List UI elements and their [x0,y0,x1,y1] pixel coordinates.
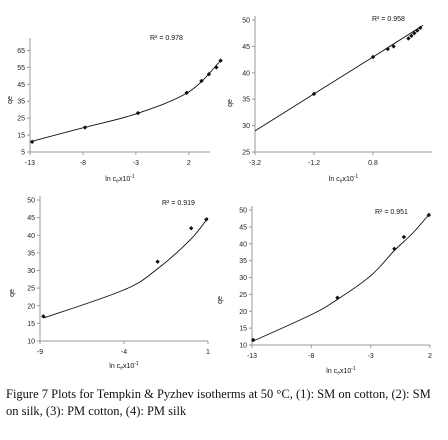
y-tick-label: 15 [239,326,247,333]
y-axis-label: qe [7,96,14,104]
x-tick-label: 2 [428,353,432,360]
data-point [189,226,194,231]
data-point [401,234,407,240]
trend-line [254,24,424,132]
y-tick-label: 35 [242,97,250,104]
data-point [370,54,376,60]
y-tick-label: 65 [17,48,25,55]
data-point [335,295,340,300]
data-point [82,125,88,130]
data-point [412,31,417,36]
y-axis-label: qe [217,296,224,304]
x-tick-label: -1.2 [308,160,320,167]
chart-panel-2: 25 30 35 40 45 50 -3.2 -1.2 0.8 R² = 0.958 qe ln ce… [227,16,432,185]
data-point [415,28,420,33]
data-point [218,58,223,63]
trend-line [43,217,209,319]
y-tick-label: 30 [239,275,247,282]
x-tick-label: -4 [121,349,127,356]
data-point [392,246,397,252]
x-tick-label: -13 [247,353,257,360]
x-axis-label: ln cex10-1 [109,361,139,372]
y-tick-label: 35 [239,258,247,265]
x-tick-label: -8 [80,160,86,167]
y-tick-label: 45 [27,215,35,222]
data-point [406,36,411,41]
data-point [311,91,317,97]
y-tick-label: 35 [27,250,35,257]
x-tick-label: -3 [133,160,139,167]
r-squared-label: R² = 0.978 [150,35,183,42]
x-tick-label: -3.2 [249,160,261,167]
chart-panel-3: 10 15 20 25 30 35 40 45 50 -9 -4 1 R² = 0.919 qe ln ce… [9,196,210,372]
y-tick-label: 25 [17,116,25,123]
data-point [214,65,219,70]
x-tick-label: 2 [187,160,191,167]
chart-panel-1: 5 15 25 35 45 55 65 -13 -8 -3 2 R² = 0.978 qe ln cex1… [7,35,223,185]
y-tick-label: 25 [239,292,247,299]
y-tick-label: 45 [242,44,250,51]
y-tick-label: 15 [17,133,25,140]
y-tick-label: 20 [27,303,35,310]
data-point [155,259,160,264]
y-tick-label: 45 [239,224,247,231]
x-axis-label: ln cex10-1 [105,174,135,185]
r-squared-label: R² = 0.958 [372,16,405,23]
chart-panel-4: 10 15 20 25 30 35 40 45 50 -13 -8 -3 2 R² = 0.951 qe ln… [217,206,432,377]
y-tick-label: 10 [27,339,35,346]
y-tick-label: 55 [17,65,25,72]
data-point [391,44,396,49]
data-point [204,217,209,222]
data-point [199,78,204,84]
trend-line [251,213,431,343]
r-squared-label: R² = 0.951 [375,209,408,216]
data-point [184,90,189,95]
y-tick-label: 40 [27,233,35,240]
y-tick-label: 30 [27,268,35,275]
x-tick-label: 0.8 [368,160,378,167]
data-point [135,110,141,116]
data-point [385,46,390,52]
y-tick-label: 30 [242,123,250,130]
y-tick-label: 40 [239,241,247,248]
x-tick-label: -8 [308,353,314,360]
trend-line [29,60,221,143]
r-squared-label: R² = 0.919 [162,200,195,207]
data-point [29,139,35,145]
y-tick-label: 25 [242,150,250,157]
y-tick-label: 35 [17,99,25,106]
y-tick-label: 25 [27,286,35,293]
y-tick-label: 50 [239,208,247,215]
y-axis-label: qe [227,99,234,107]
y-tick-label: 50 [242,18,250,25]
y-tick-label: 5 [21,150,25,157]
y-axis-label: qe [9,289,16,297]
figure-caption: Figure 7 Plots for Tempkin & Pyzhev isot… [6,387,431,418]
x-axis-label: ln cex10-1 [329,174,359,185]
y-tick-label: 15 [27,321,35,328]
x-tick-label: -9 [37,349,43,356]
data-point [250,337,256,343]
data-point [418,25,423,31]
y-tick-label: 50 [27,198,35,205]
y-tick-label: 40 [242,70,250,77]
x-tick-label: -13 [25,160,35,167]
x-tick-label: 1 [206,349,210,356]
x-tick-label: -3 [368,353,374,360]
y-tick-label: 10 [239,343,247,350]
y-tick-label: 45 [17,82,25,89]
data-point [41,314,46,319]
y-tick-label: 20 [239,309,247,316]
x-axis-label: ln cex10-1 [326,366,356,377]
data-point [206,71,212,77]
data-point [409,33,414,39]
data-point [426,212,432,218]
